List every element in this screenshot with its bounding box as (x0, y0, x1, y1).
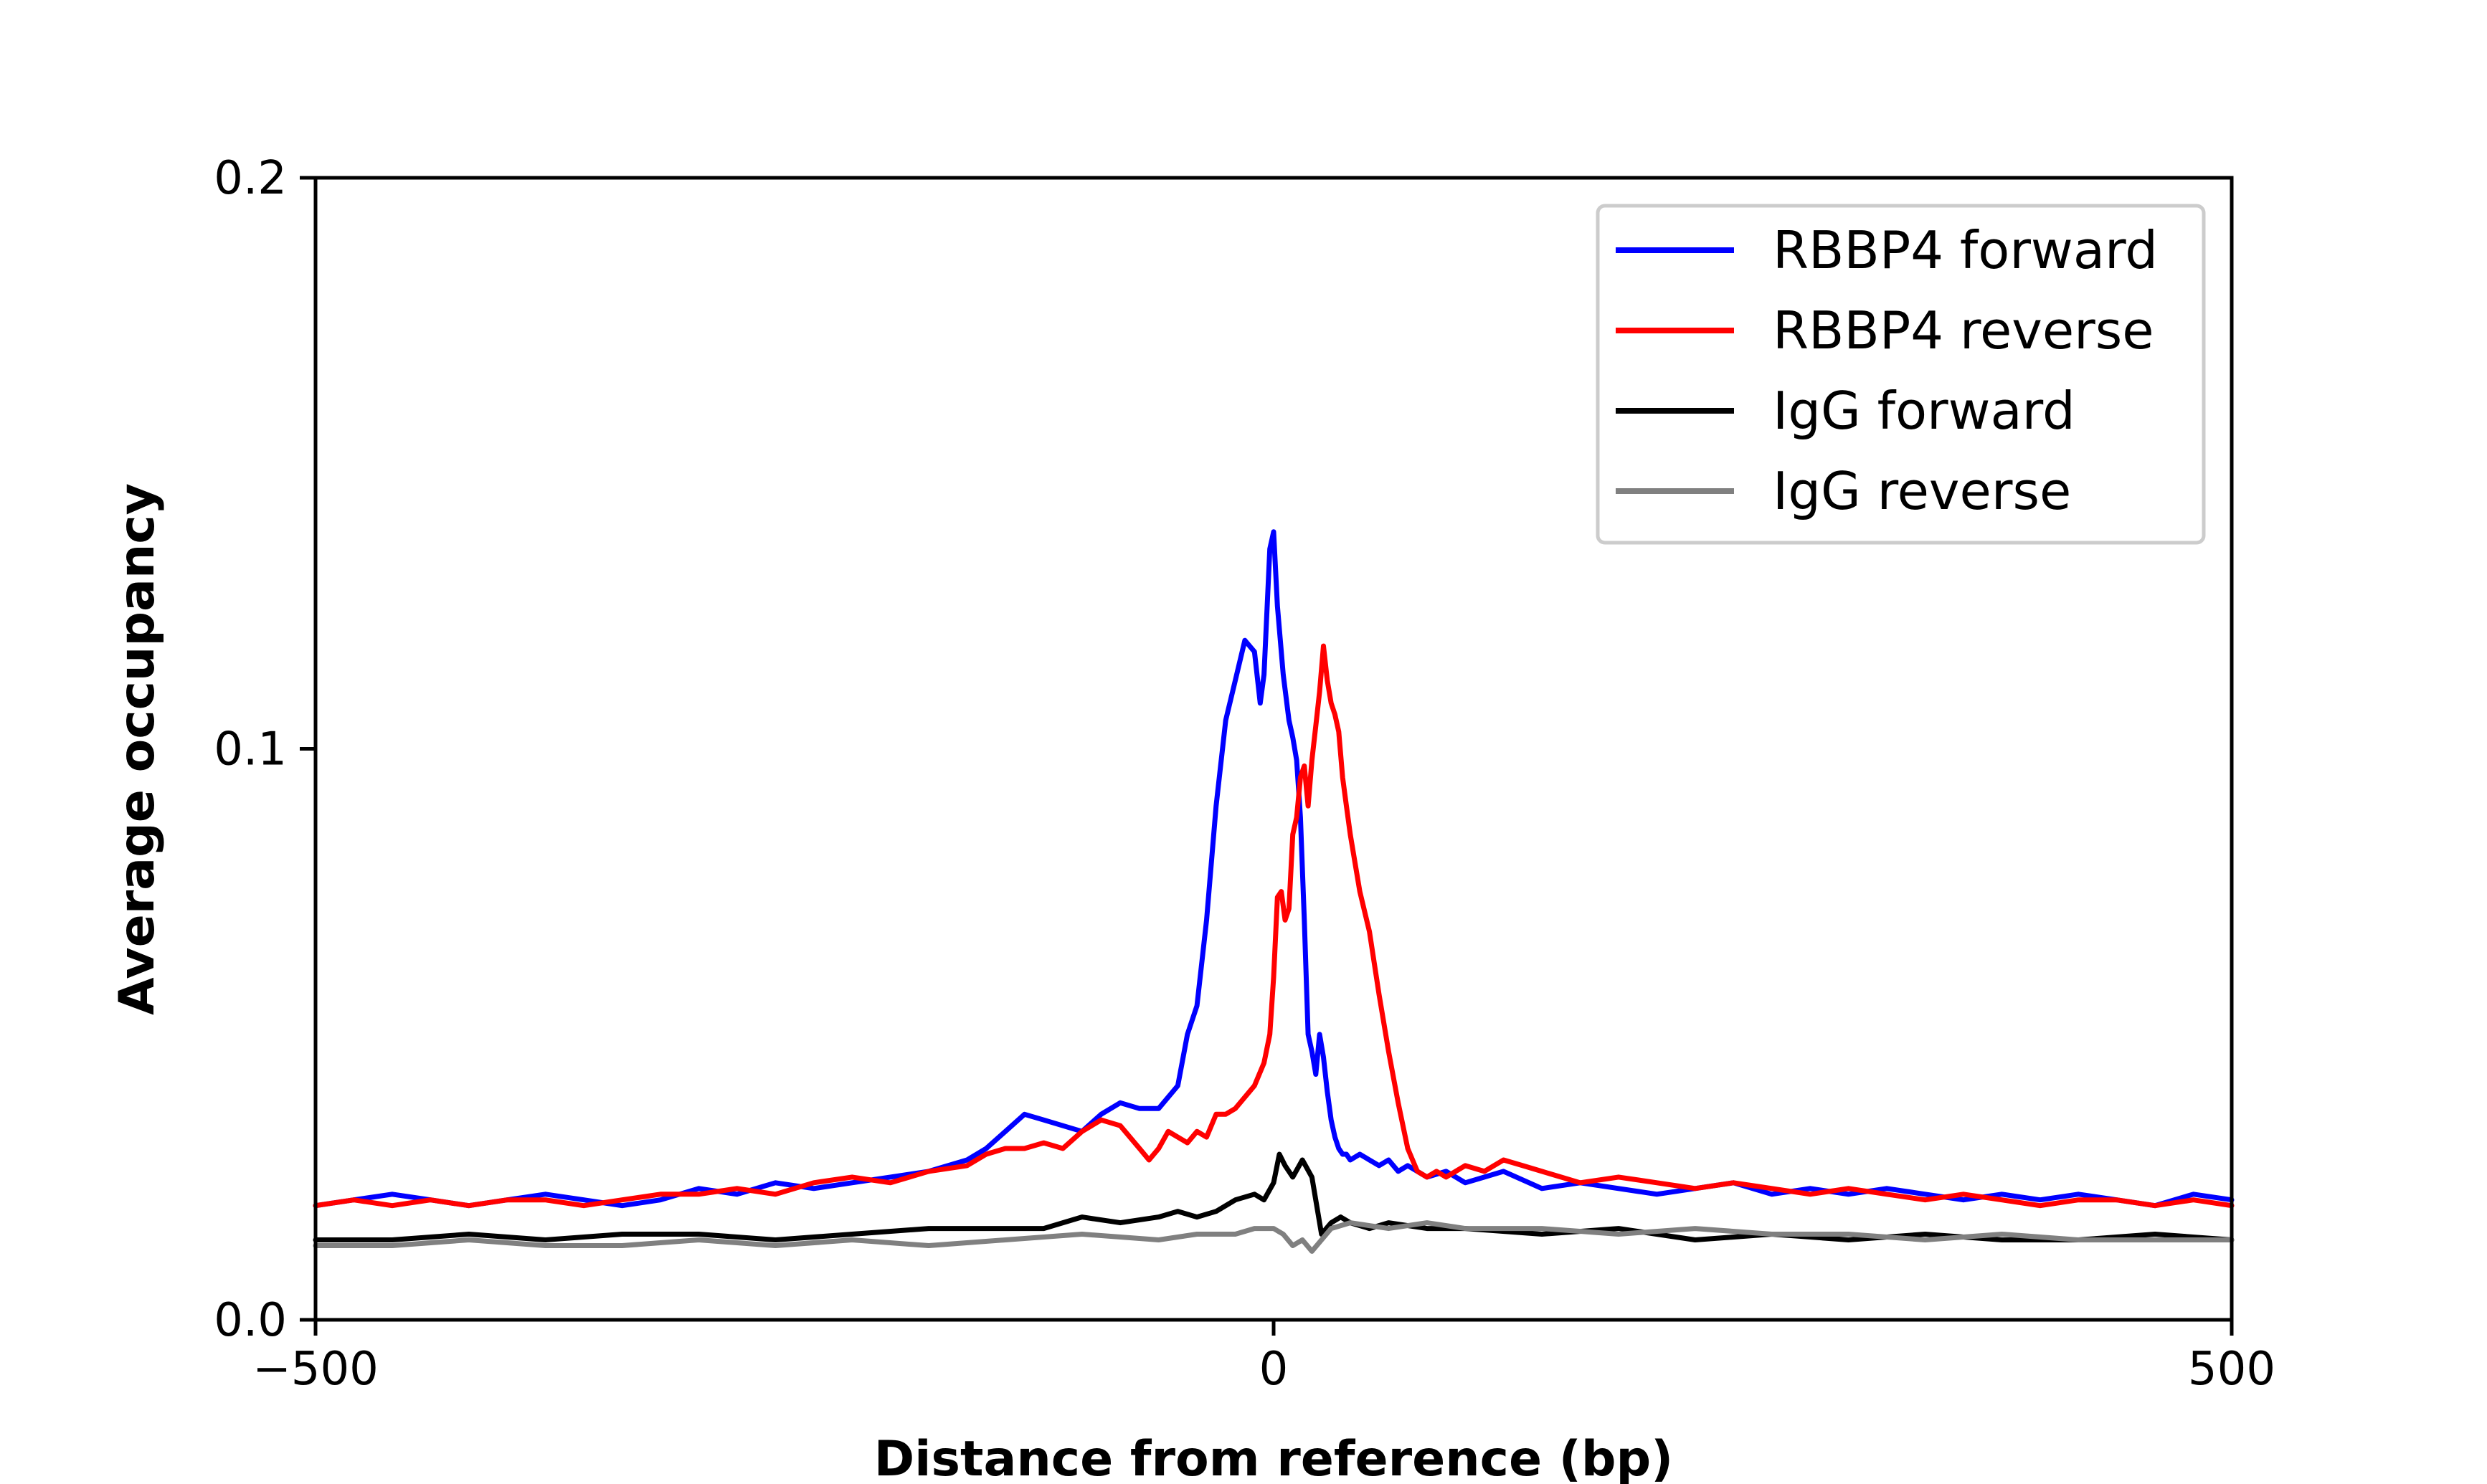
series-line-1 (313, 643, 2235, 1209)
legend: RBBP4 forward RBBP4 reverse IgG forward IgG… (1596, 204, 2206, 545)
y-tick-label: 0.2 (214, 152, 287, 205)
x-tick-label: −500 (252, 1343, 379, 1396)
legend-label-1: RBBP4 reverse (1773, 300, 2154, 361)
series-lines (313, 529, 2235, 1254)
series-line-0 (313, 529, 2235, 1209)
series-line-2 (313, 1151, 2235, 1242)
x-tick-label: 500 (2188, 1343, 2275, 1396)
legend-label-0: RBBP4 forward (1773, 220, 2158, 280)
y-tick-label: 0.1 (214, 723, 287, 776)
legend-label-2: IgG forward (1773, 381, 2075, 441)
x-tick-label: 0 (1259, 1343, 1289, 1396)
axis-ticks: −500 0 500 0.0 0.1 0.2 (214, 152, 2275, 1396)
y-axis-title: Average occupancy (109, 483, 166, 1015)
series-line-3 (313, 1220, 2235, 1254)
x-axis-title: Distance from reference (bp) (874, 1431, 1674, 1484)
legend-label-3: IgG reverse (1773, 461, 2071, 521)
legend-box (1596, 204, 2206, 545)
y-tick-label: 0.0 (214, 1294, 287, 1347)
